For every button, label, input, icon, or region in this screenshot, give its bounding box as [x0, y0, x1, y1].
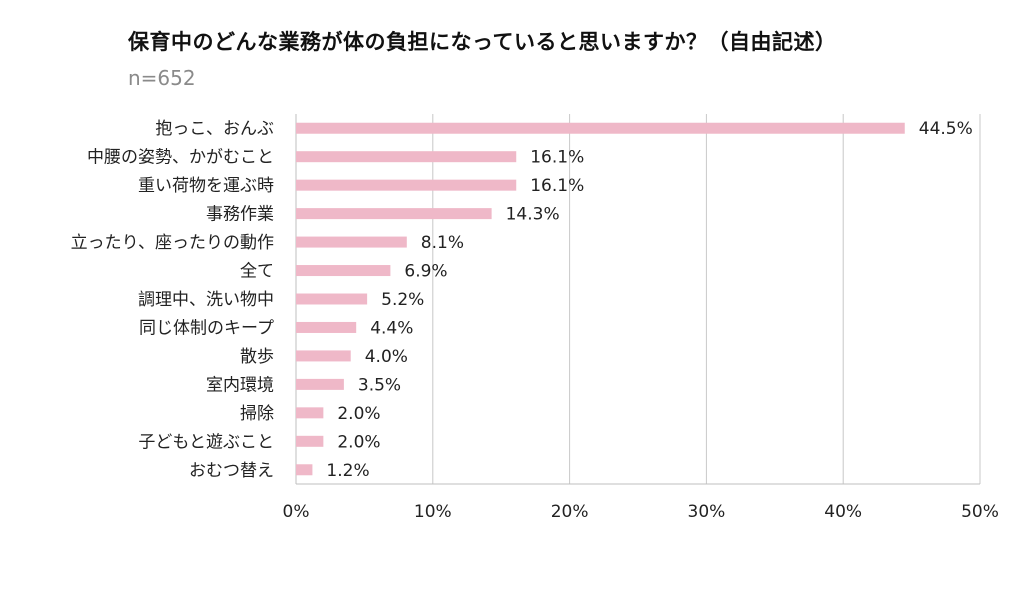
category-label: 重い荷物を運ぶ時: [138, 176, 274, 196]
category-label: 抱っこ、おんぶ: [155, 119, 274, 139]
category-label: 掃除: [240, 404, 274, 424]
category-label: 室内環境: [206, 375, 274, 395]
data-label: 14.3%: [506, 205, 560, 225]
data-label: 5.2%: [381, 290, 424, 310]
chart-title: 保育中のどんな業務が体の負担になっていると思いますか？（自由記述）: [128, 30, 837, 54]
data-label: 2.0%: [337, 404, 380, 424]
data-label: 2.0%: [337, 432, 380, 452]
data-label: 1.2%: [326, 461, 369, 481]
bar: [296, 350, 351, 362]
category-label: おむつ替え: [189, 461, 274, 481]
bar: [296, 293, 368, 305]
x-tick-label: 40%: [824, 502, 862, 522]
data-label: 6.9%: [404, 262, 447, 282]
data-label: 44.5%: [919, 119, 973, 139]
data-label: 4.0%: [365, 347, 408, 367]
category-label: 同じ体制のキープ: [139, 318, 274, 338]
x-tick-label: 10%: [414, 502, 452, 522]
category-label: 事務作業: [206, 205, 274, 225]
chart-subtitle: n=652: [128, 66, 196, 90]
data-label: 16.1%: [530, 176, 584, 196]
bar: [296, 435, 324, 447]
bar: [296, 122, 905, 134]
category-label: 子どもと遊ぶこと: [138, 432, 274, 452]
category-label: 中腰の姿勢、かがむこと: [87, 148, 274, 168]
x-tick-label: 20%: [551, 502, 589, 522]
x-tick-label: 0%: [283, 502, 310, 522]
category-label: 立ったり、座ったりの動作: [71, 233, 274, 253]
x-tick-label: 30%: [688, 502, 726, 522]
bar: [296, 265, 391, 277]
bar: [296, 179, 517, 191]
bar: [296, 236, 407, 248]
bar: [296, 321, 357, 333]
bar: [296, 208, 492, 220]
category-label: 全て: [240, 262, 274, 282]
data-label: 3.5%: [358, 375, 401, 395]
data-label: 4.4%: [370, 318, 413, 338]
x-tick-label: 50%: [961, 502, 999, 522]
bar: [296, 151, 517, 163]
category-label: 調理中、洗い物中: [138, 290, 274, 310]
bar: [296, 464, 313, 476]
data-label: 16.1%: [530, 148, 584, 168]
data-label: 8.1%: [421, 233, 464, 253]
bar: [296, 378, 344, 390]
category-label: 散歩: [240, 347, 274, 367]
bar: [296, 407, 324, 419]
